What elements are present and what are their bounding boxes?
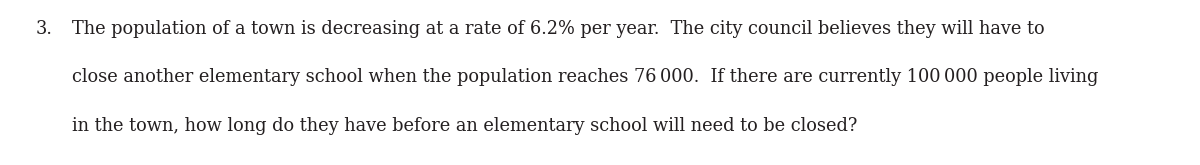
Text: in the town, how long do they have before an elementary school will need to be c: in the town, how long do they have befor… xyxy=(72,117,857,135)
Text: 3.: 3. xyxy=(36,20,53,38)
Text: close another elementary school when the population reaches 76 000.  If there ar: close another elementary school when the… xyxy=(72,68,1098,86)
Text: The population of a town is decreasing at a rate of 6.2% per year.  The city cou: The population of a town is decreasing a… xyxy=(72,20,1045,38)
